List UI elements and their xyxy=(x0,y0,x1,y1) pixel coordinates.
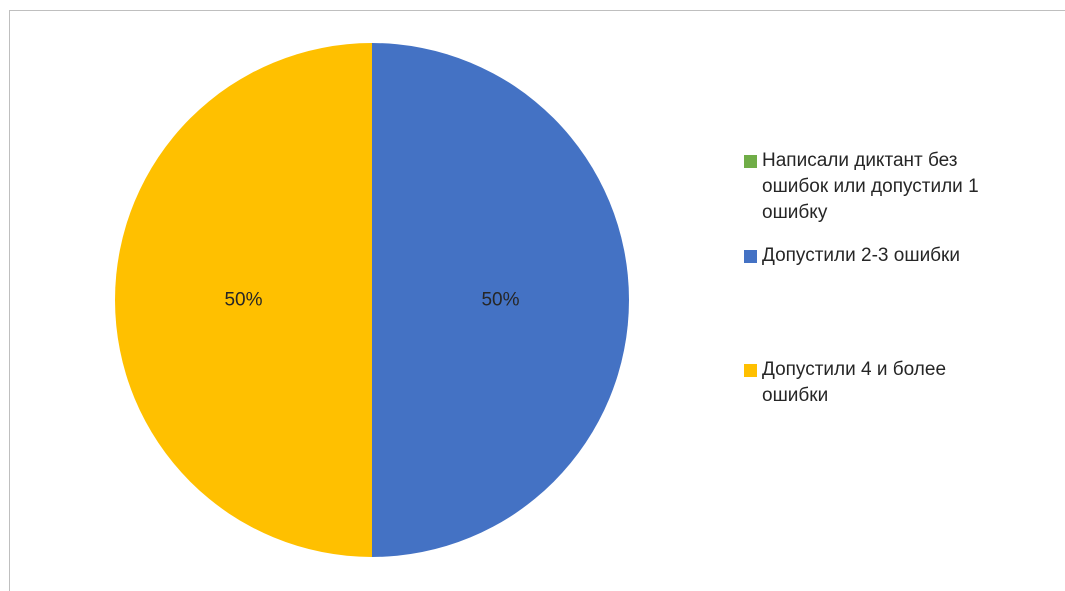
legend-swatch-blue xyxy=(744,250,757,263)
legend-item-no-errors: Написали диктант без ошибок или допустили… xyxy=(742,148,1052,226)
legend-label-2-3-errors: Допустили 2-3 ошибки xyxy=(762,245,960,266)
legend-item-4-plus-errors: Допустили 4 и более ошибки xyxy=(742,357,1052,409)
legend-label-no-errors: Написали диктант без ошибок или допустили… xyxy=(762,150,979,223)
chart-frame xyxy=(9,10,1065,591)
pie-slice-label-2: 50% xyxy=(224,290,262,311)
pie-slice-label-1: 50% xyxy=(481,290,519,311)
legend-swatch-yellow xyxy=(744,364,757,377)
pie-slice-1 xyxy=(372,43,629,557)
legend-item-2-3-errors: Допустили 2-3 ошибки xyxy=(742,243,1052,269)
legend-label-4-plus-errors: Допустили 4 и более ошибки xyxy=(762,359,947,406)
legend-swatch-green xyxy=(744,155,757,168)
pie-slice-2 xyxy=(115,43,372,557)
pie-slices xyxy=(115,43,629,557)
pie-labels: 50% 50% xyxy=(224,290,519,311)
